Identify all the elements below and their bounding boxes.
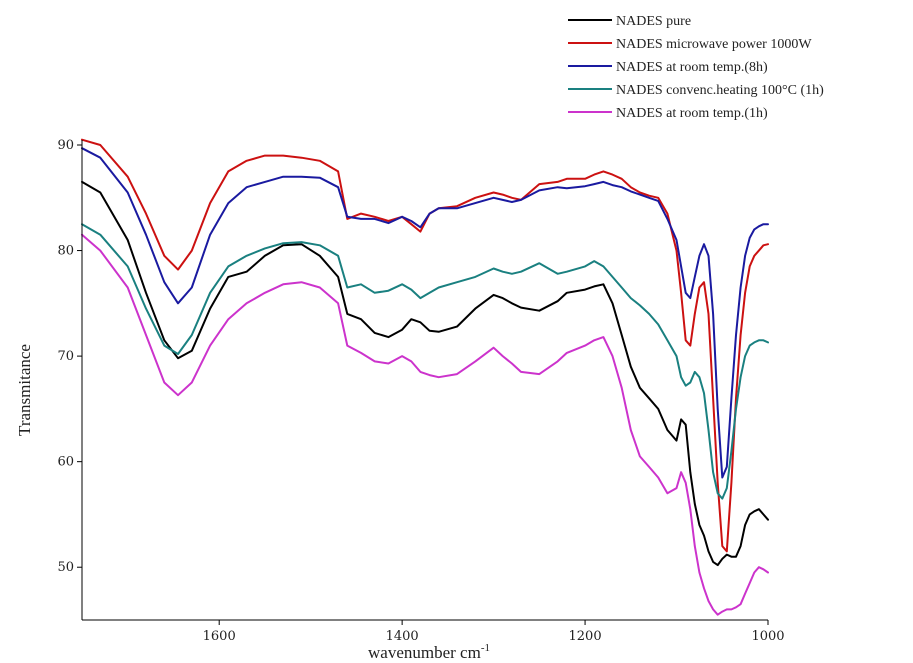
x-tick-label: 1400 bbox=[386, 629, 419, 644]
x-tick-label: 1000 bbox=[751, 629, 784, 644]
series-line-2 bbox=[81, 138, 769, 553]
series-layer bbox=[81, 138, 769, 616]
legend-label: NADES convenc.heating 100°C (1h) bbox=[616, 83, 824, 98]
x-tick-label: 1200 bbox=[569, 629, 602, 644]
legend-label: NADES pure bbox=[616, 14, 691, 29]
y-tick-label: 60 bbox=[57, 455, 74, 470]
series-line-3 bbox=[81, 147, 769, 479]
legend: NADES pure NADES microwave power 1000W NAD… bbox=[568, 14, 824, 121]
legend-label: NADES microwave power 1000W bbox=[616, 37, 812, 52]
x-axis-title-superscript: -1 bbox=[481, 642, 490, 654]
series-line-5 bbox=[81, 233, 769, 616]
y-tick-label: 80 bbox=[57, 244, 74, 259]
y-axis-title: Transmitance bbox=[15, 344, 34, 436]
tick-labels: 1600 1400 1200 1000 50 60 70 80 90 bbox=[57, 138, 784, 644]
axes bbox=[81, 140, 768, 621]
y-tick-label: 50 bbox=[57, 560, 74, 575]
legend-label: NADES at room temp.(1h) bbox=[616, 106, 768, 121]
y-tick-label: 70 bbox=[57, 349, 74, 364]
legend-label: NADES at room temp.(8h) bbox=[616, 60, 768, 75]
series-line-1 bbox=[81, 180, 769, 567]
y-tick-label: 90 bbox=[57, 138, 74, 153]
x-axis-title-text: wavenumber cm bbox=[368, 643, 481, 662]
series-line-4 bbox=[81, 223, 769, 500]
x-tick-label: 1600 bbox=[203, 629, 236, 644]
x-axis-title: wavenumber cm-1 bbox=[368, 642, 490, 662]
